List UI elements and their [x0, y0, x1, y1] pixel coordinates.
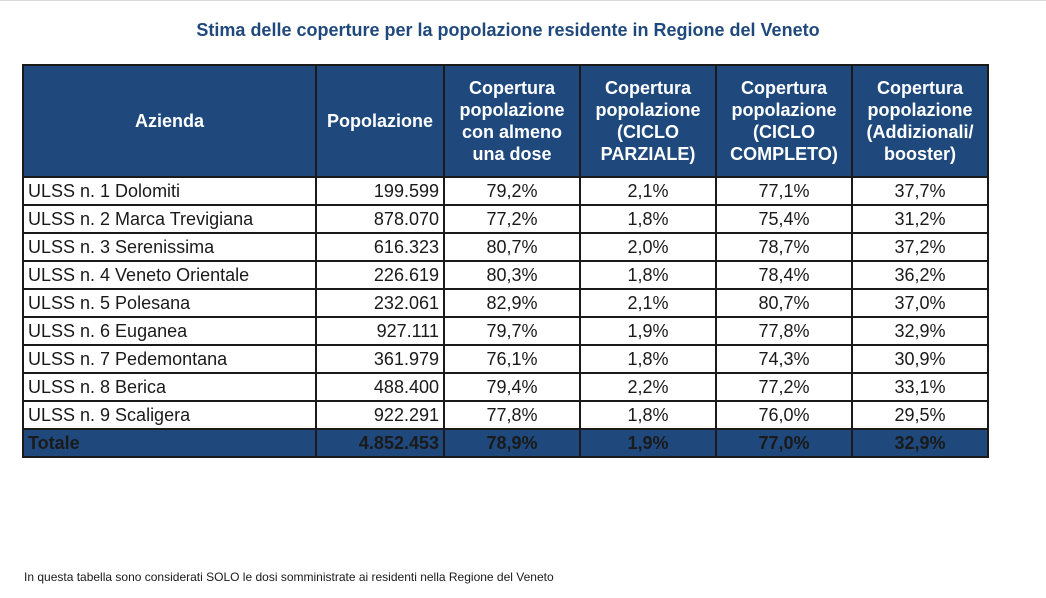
- cell-azienda: ULSS n. 7 Pedemontana: [22, 344, 317, 374]
- cell-booster: 37,2%: [851, 232, 989, 262]
- cell-almeno-una-dose: 79,2%: [443, 176, 581, 206]
- cell-ciclo-completo: 80,7%: [715, 288, 853, 318]
- table-row: ULSS n. 2 Marca Trevigiana 878.070 77,2%…: [22, 204, 989, 234]
- cell-popolazione: 927.111: [315, 316, 445, 346]
- total-popolazione: 4.852.453: [315, 428, 445, 458]
- cell-azienda: ULSS n. 9 Scaligera: [22, 400, 317, 430]
- cell-ciclo-completo: 74,3%: [715, 344, 853, 374]
- total-ciclo-parziale: 1,9%: [579, 428, 717, 458]
- cell-booster: 32,9%: [851, 316, 989, 346]
- cell-ciclo-completo: 77,2%: [715, 372, 853, 402]
- cell-almeno-una-dose: 80,7%: [443, 232, 581, 262]
- cell-azienda: ULSS n. 5 Polesana: [22, 288, 317, 318]
- cell-booster: 33,1%: [851, 372, 989, 402]
- cell-popolazione: 226.619: [315, 260, 445, 290]
- header-popolazione: Popolazione: [315, 64, 445, 178]
- total-almeno-una-dose: 78,9%: [443, 428, 581, 458]
- cell-ciclo-parziale: 2,2%: [579, 372, 717, 402]
- table-row: ULSS n. 1 Dolomiti 199.599 79,2% 2,1% 77…: [22, 176, 989, 206]
- cell-ciclo-completo: 75,4%: [715, 204, 853, 234]
- cell-booster: 37,0%: [851, 288, 989, 318]
- cell-ciclo-parziale: 1,8%: [579, 344, 717, 374]
- header-ciclo-parziale: Copertura popolazione (CICLO PARZIALE): [579, 64, 717, 178]
- cell-azienda: ULSS n. 2 Marca Trevigiana: [22, 204, 317, 234]
- table-row: ULSS n. 8 Berica 488.400 79,4% 2,2% 77,2…: [22, 372, 989, 402]
- cell-ciclo-parziale: 1,9%: [579, 316, 717, 346]
- cell-ciclo-completo: 77,1%: [715, 176, 853, 206]
- cell-popolazione: 199.599: [315, 176, 445, 206]
- cell-almeno-una-dose: 79,7%: [443, 316, 581, 346]
- cell-ciclo-parziale: 1,8%: [579, 204, 717, 234]
- header-almeno-una-dose: Copertura popolazione con almeno una dos…: [443, 64, 581, 178]
- cell-booster: 36,2%: [851, 260, 989, 290]
- cell-booster: 31,2%: [851, 204, 989, 234]
- cell-almeno-una-dose: 76,1%: [443, 344, 581, 374]
- cell-popolazione: 232.061: [315, 288, 445, 318]
- total-booster: 32,9%: [851, 428, 989, 458]
- header-azienda: Azienda: [22, 64, 317, 178]
- cell-ciclo-parziale: 2,0%: [579, 232, 717, 262]
- cell-ciclo-completo: 77,8%: [715, 316, 853, 346]
- cell-ciclo-completo: 78,4%: [715, 260, 853, 290]
- cell-azienda: ULSS n. 4 Veneto Orientale: [22, 260, 317, 290]
- cell-almeno-una-dose: 79,4%: [443, 372, 581, 402]
- table-row: ULSS n. 5 Polesana 232.061 82,9% 2,1% 80…: [22, 288, 989, 318]
- cell-popolazione: 878.070: [315, 204, 445, 234]
- table-row: ULSS n. 7 Pedemontana 361.979 76,1% 1,8%…: [22, 344, 989, 374]
- cell-booster: 30,9%: [851, 344, 989, 374]
- top-divider: [0, 0, 1046, 1]
- cell-popolazione: 616.323: [315, 232, 445, 262]
- header-booster: Copertura popolazione (Addizionali/ boos…: [851, 64, 989, 178]
- cell-azienda: ULSS n. 8 Berica: [22, 372, 317, 402]
- table-row: ULSS n. 4 Veneto Orientale 226.619 80,3%…: [22, 260, 989, 290]
- cell-popolazione: 361.979: [315, 344, 445, 374]
- cell-almeno-una-dose: 77,2%: [443, 204, 581, 234]
- footnote: In questa tabella sono considerati SOLO …: [24, 570, 554, 584]
- coverage-table: Azienda Popolazione Copertura popolazion…: [22, 64, 989, 458]
- cell-popolazione: 488.400: [315, 372, 445, 402]
- cell-azienda: ULSS n. 1 Dolomiti: [22, 176, 317, 206]
- cell-ciclo-completo: 78,7%: [715, 232, 853, 262]
- table-row: ULSS n. 6 Euganea 927.111 79,7% 1,9% 77,…: [22, 316, 989, 346]
- table-row: ULSS n. 3 Serenissima 616.323 80,7% 2,0%…: [22, 232, 989, 262]
- cell-almeno-una-dose: 80,3%: [443, 260, 581, 290]
- total-label: Totale: [22, 428, 317, 458]
- table-header-row: Azienda Popolazione Copertura popolazion…: [22, 64, 989, 178]
- cell-almeno-una-dose: 82,9%: [443, 288, 581, 318]
- total-ciclo-completo: 77,0%: [715, 428, 853, 458]
- cell-ciclo-parziale: 1,8%: [579, 260, 717, 290]
- header-ciclo-completo: Copertura popolazione (CICLO COMPLETO): [715, 64, 853, 178]
- table-row: ULSS n. 9 Scaligera 922.291 77,8% 1,8% 7…: [22, 400, 989, 430]
- cell-ciclo-parziale: 2,1%: [579, 288, 717, 318]
- cell-popolazione: 922.291: [315, 400, 445, 430]
- cell-ciclo-completo: 76,0%: [715, 400, 853, 430]
- cell-azienda: ULSS n. 3 Serenissima: [22, 232, 317, 262]
- table-title: Stima delle coperture per la popolazione…: [196, 20, 820, 40]
- cell-almeno-una-dose: 77,8%: [443, 400, 581, 430]
- cell-azienda: ULSS n. 6 Euganea: [22, 316, 317, 346]
- cell-ciclo-parziale: 1,8%: [579, 400, 717, 430]
- cell-booster: 37,7%: [851, 176, 989, 206]
- cell-booster: 29,5%: [851, 400, 989, 430]
- total-row: Totale 4.852.453 78,9% 1,9% 77,0% 32,9%: [22, 428, 989, 458]
- cell-ciclo-parziale: 2,1%: [579, 176, 717, 206]
